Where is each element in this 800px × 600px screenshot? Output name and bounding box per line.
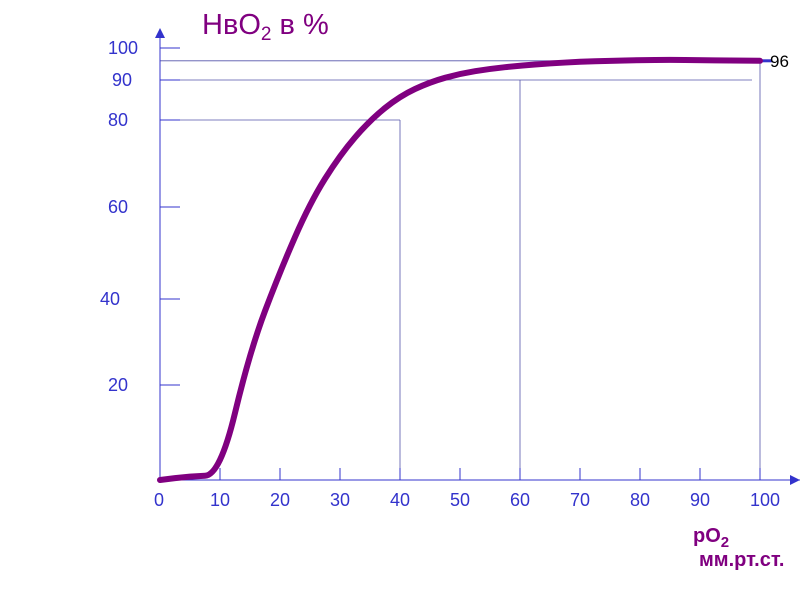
x-tick-label: 60	[510, 490, 530, 510]
x-axis-arrow	[790, 475, 800, 485]
y-axis-arrow	[155, 28, 165, 38]
series-line	[157, 56, 763, 483]
y-tick-label: 100	[108, 38, 138, 58]
x-tick-label: 0	[154, 490, 164, 510]
x-tick-label: 20	[270, 490, 290, 510]
x-axis-unit: мм.рт.ст.	[699, 549, 784, 571]
x-tick-label: 80	[630, 490, 650, 510]
x-tick-label: 100	[750, 490, 780, 510]
y-tick-label: 80	[108, 110, 128, 130]
y-tick-label: 60	[108, 197, 128, 217]
x-tick-label: 40	[390, 490, 410, 510]
x-tick-label: 10	[210, 490, 230, 510]
y-tick-label: 20	[108, 375, 128, 395]
y-tick-label: 90	[112, 70, 132, 90]
x-axis-label: рO2	[693, 525, 729, 551]
x-tick-label: 70	[570, 490, 590, 510]
chart-title: НвO2 в %	[202, 9, 329, 45]
x-tick-label: 30	[330, 490, 350, 510]
reference-value-label: 96	[770, 52, 789, 71]
x-tick-label: 90	[690, 490, 710, 510]
y-tick-label: 40	[100, 289, 120, 309]
x-tick-label: 50	[450, 490, 470, 510]
